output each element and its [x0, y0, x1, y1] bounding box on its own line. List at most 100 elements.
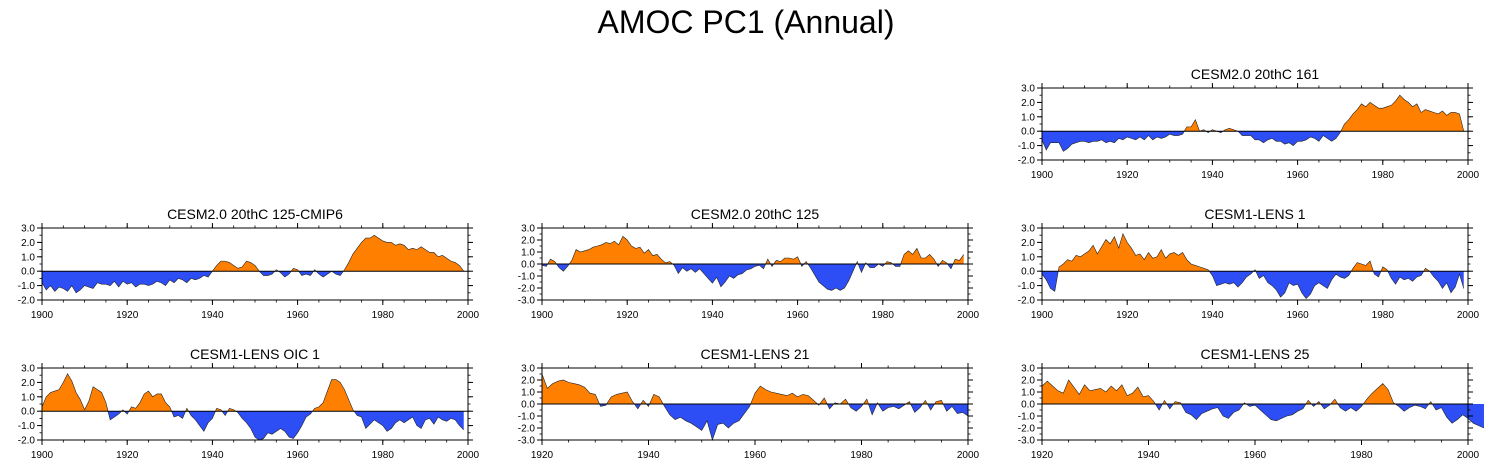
figure-title: AMOC PC1 (Annual) [597, 4, 895, 40]
y-tick-label: 3.0 [21, 364, 35, 375]
x-tick-label: 1900 [1031, 310, 1054, 321]
negative-anomaly-area [42, 271, 344, 293]
positive-area-segment [939, 260, 948, 264]
panel-title: CESM1-LENS 21 [700, 346, 810, 362]
positive-area-segment [227, 408, 236, 412]
y-tick-label: 1.0 [521, 248, 535, 259]
x-tick-label: 2000 [957, 450, 980, 461]
negative-area-segment [1166, 404, 1174, 409]
series-line [541, 235, 964, 291]
panel-cesm2-20thc-125-cmip6: CESM2.0 20thC 125-CMIP6 3.0 2.0 1.0 0.0 -1.0 -… [4, 204, 484, 334]
positive-area-segment [215, 408, 222, 412]
y-tick-label: -2.0 [1018, 156, 1036, 167]
y-tick-label: 2.0 [21, 238, 35, 249]
negative-area-segment [927, 404, 935, 410]
negative-area-segment [1237, 131, 1341, 146]
y-tick-label: 0.0 [1021, 400, 1035, 411]
negative-anomaly-area [1042, 271, 1464, 299]
x-tick-label: 1920 [531, 450, 554, 461]
x-tick-label: 2000 [1457, 170, 1480, 181]
positive-area-segment [569, 236, 673, 264]
negative-area-segment [1320, 404, 1331, 409]
series-line [1041, 232, 1465, 300]
x-tick-label: 1980 [1372, 310, 1395, 321]
positive-area-segment [922, 400, 928, 404]
y-tick-label: -2.0 [18, 436, 36, 447]
x-tick-label: 1960 [1244, 450, 1267, 461]
y-tick-label: 3.0 [1021, 224, 1035, 235]
panel-title: CESM2.0 20thC 125-CMIP6 [167, 206, 343, 222]
panel-cesm2-20thc-161: CESM2.0 20thC 161 3.0 2.0 1.0 0.0 -1.0 -2.0 190… [1004, 64, 1484, 194]
positive-area-segment [606, 392, 635, 404]
positive-area-segment [1162, 400, 1167, 404]
x-tick-label: 1920 [1116, 310, 1139, 321]
panel-title: CESM1-LENS 25 [1200, 346, 1310, 362]
x-tick-label: 1940 [637, 450, 660, 461]
chart-plot: 3.02.01.00.0-1.0-2.0-3.0 1920 1940 1960 1980… [1018, 363, 1485, 461]
x-tick-label: 1960 [1286, 170, 1309, 181]
y-tick-label: -1.0 [1018, 141, 1036, 152]
negative-area-segment [1255, 271, 1352, 299]
positive-anomaly-area [542, 374, 944, 404]
y-tick-label: -3.0 [518, 436, 536, 447]
positive-area-segment [1330, 399, 1338, 404]
negative-area-segment [1395, 404, 1429, 412]
x-tick-label: 1920 [1116, 170, 1139, 181]
negative-area-segment [1181, 404, 1244, 420]
x-tick-label: 1940 [201, 450, 224, 461]
y-tick-label: 0.0 [1021, 127, 1035, 138]
x-tick-label: 1940 [1137, 450, 1160, 461]
x-tick-label: 2000 [457, 450, 480, 461]
positive-area-segment [953, 254, 964, 264]
panel-cesm1-lens-oic-1: CESM1-LENS OIC 1 3.0 2.0 1.0 0.0 -1.0 -2.0 1900… [4, 344, 484, 474]
x-tick-label: 1960 [286, 450, 309, 461]
positive-area-segment [343, 235, 464, 272]
x-tick-label: 2000 [457, 310, 480, 321]
y-tick-label: 3.0 [521, 364, 535, 375]
x-tick-label: 1940 [201, 310, 224, 321]
negative-area-segment [556, 264, 570, 272]
y-tick-label: 1.0 [21, 252, 35, 263]
y-tick-label: 1.0 [21, 392, 35, 403]
y-tick-label: 2.0 [1021, 98, 1035, 109]
panel-cesm1-lens-25: CESM1-LENS 25 3.0 2.0 1.0 0.0 -1.0 -2.0 -3.0 192… [1004, 344, 1485, 474]
negative-area-segment [672, 264, 766, 287]
negative-anomaly-area [542, 264, 954, 291]
positive-area-segment [212, 261, 260, 272]
positive-area-segment [1173, 401, 1182, 404]
x-tick-label: 1920 [616, 310, 639, 321]
chart-plot: 3.0 2.0 1.0 0.0 -1.0 -2.0 1900 1920 1940 1960 1980… [18, 363, 480, 461]
y-tick-label: 0.0 [21, 407, 35, 418]
negative-area-segment [663, 404, 751, 440]
negative-area-segment [188, 411, 216, 432]
y-tick-label: -1.0 [18, 281, 36, 292]
y-tick-label: -1.0 [18, 421, 36, 432]
positive-area-segment [934, 400, 944, 404]
series-line [541, 373, 969, 442]
negative-area-segment [1209, 271, 1254, 288]
negative-area-segment [910, 404, 923, 413]
y-tick-label: -2.0 [518, 284, 536, 295]
x-tick-label: 1960 [1286, 310, 1309, 321]
x-tick-label: 1900 [1031, 170, 1054, 181]
x-tick-label: 1980 [1350, 450, 1373, 461]
y-tick-label: -1.0 [1018, 281, 1036, 292]
negative-area-segment [1432, 404, 1484, 428]
y-tick-label: -3.0 [1018, 436, 1036, 447]
series-line [41, 373, 464, 441]
positive-area-segment [765, 259, 771, 264]
y-tick-label: 3.0 [1021, 84, 1035, 95]
x-tick-label: 1960 [744, 450, 767, 461]
panel-cesm2-20thc-125: CESM2.0 20thC 125 3.0 2.0 1.0 0.0 -1.0 -2.0 -3.… [504, 204, 984, 334]
y-tick-label: -2.0 [1018, 424, 1036, 435]
positive-area-segment [542, 374, 600, 404]
y-tick-label: 0.0 [521, 400, 535, 411]
chart-plot: 3.0 2.0 1.0 0.0 -1.0 -2.0 1900 1920 1940 1960 1980… [1018, 83, 1480, 181]
negative-area-segment [827, 404, 834, 409]
positive-anomaly-area [1184, 95, 1464, 132]
negative-area-segment [108, 411, 122, 420]
negative-area-segment [807, 264, 857, 291]
x-tick-label: 1980 [872, 310, 895, 321]
series-line [1041, 379, 1485, 429]
negative-area-segment [221, 411, 228, 416]
